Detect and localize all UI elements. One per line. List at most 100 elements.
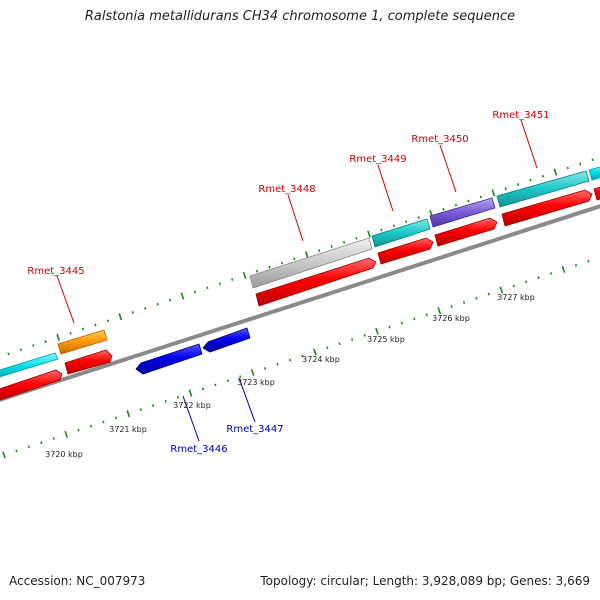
minor-tick [40, 441, 43, 445]
cog-block-cyan-right[interactable] [588, 164, 600, 181]
kbp-label: 3723 kbp [237, 378, 275, 387]
minor-tick [392, 224, 395, 228]
major-tick [118, 313, 123, 321]
minor-tick [280, 261, 284, 265]
minor-tick [255, 269, 259, 273]
leader-line-rmet-3450 [439, 144, 457, 193]
minor-tick [549, 272, 553, 275]
gene-label-rmet-3448[interactable]: Rmet_3448 [258, 184, 315, 195]
cog-block-teal-rmet-3449[interactable] [371, 218, 431, 248]
minor-tick [487, 292, 491, 296]
cds-arrow-rmet-3445[interactable] [64, 349, 113, 375]
cds-arrow-left-edge[interactable] [0, 369, 63, 402]
minor-tick [131, 311, 134, 314]
leader-line-rmet-3447 [238, 377, 256, 423]
major-tick [2, 451, 6, 459]
minor-tick [525, 280, 528, 284]
kbp-label: 3724 kbp [302, 355, 340, 364]
minor-tick [32, 344, 35, 347]
minor-tick [342, 240, 346, 244]
minor-tick [380, 228, 383, 232]
minor-tick [462, 301, 466, 304]
minor-tick [479, 195, 482, 199]
cds-arrow-rmet-3449[interactable] [377, 237, 434, 265]
minor-tick [102, 420, 105, 424]
minor-tick [512, 284, 515, 288]
sequence-backbone [0, 204, 600, 402]
minor-tick [405, 220, 408, 224]
minor-tick [363, 334, 366, 337]
minor-tick [19, 348, 22, 352]
cog-block-gray-rmet-3448[interactable] [249, 237, 373, 289]
leader-line-rmet-3451 [520, 119, 538, 169]
minor-tick [15, 449, 18, 453]
kbp-label: 3720 kbp [45, 450, 83, 459]
minor-tick [156, 302, 159, 306]
cog-block-cyan-left[interactable] [0, 352, 59, 379]
cog-block-teal-rmet-3451[interactable] [496, 170, 590, 208]
minor-tick [106, 319, 110, 323]
accession-text: Accession: NC_007973 [9, 574, 146, 588]
minor-tick [144, 307, 147, 310]
minor-tick [218, 282, 221, 286]
cog-block-orange-rmet-3445[interactable] [57, 329, 108, 355]
reverse-arrow-rmet-3446[interactable] [135, 343, 203, 375]
minor-tick [89, 424, 93, 428]
gene-label-rmet-3449[interactable]: Rmet_3449 [349, 154, 406, 165]
major-tick [64, 430, 69, 438]
gene-label-rmet-3450[interactable]: Rmet_3450 [411, 134, 468, 145]
major-tick [242, 271, 247, 279]
minor-tick [587, 259, 590, 263]
leader-line-rmet-3449 [377, 164, 394, 212]
tick-track-lower [2, 256, 600, 459]
minor-tick [517, 183, 520, 186]
major-tick [491, 189, 496, 197]
minor-tick [413, 317, 416, 321]
minor-tick [226, 379, 229, 383]
minor-tick [193, 290, 197, 294]
major-tick [312, 348, 317, 356]
major-tick [553, 168, 558, 176]
minor-tick [355, 236, 358, 240]
cds-arrow-rmet-3448[interactable] [255, 257, 377, 307]
major-tick [367, 230, 371, 238]
reverse-gene-track [135, 327, 251, 375]
cds-arrow-right-edge[interactable] [593, 184, 600, 201]
minor-tick [566, 166, 569, 170]
major-tick [126, 410, 131, 418]
gene-label-rmet-3447[interactable]: Rmet_3447 [226, 424, 283, 435]
minor-tick [7, 352, 10, 356]
kbp-label-group: 3720 kbp 3721 kbp 3722 kbp 3723 kbp 3724… [45, 293, 535, 459]
major-tick [250, 368, 255, 377]
cds-arrow-rmet-3450[interactable] [434, 217, 498, 247]
minor-tick [591, 158, 594, 162]
minor-tick [417, 216, 420, 219]
minor-tick [276, 362, 279, 366]
reverse-arrow-rmet-3447[interactable] [202, 327, 251, 353]
minor-tick [176, 395, 180, 399]
minor-tick [541, 174, 545, 178]
major-tick [56, 333, 61, 341]
minor-tick [450, 305, 453, 308]
minor-tick [400, 321, 404, 325]
cds-arrow-rmet-3451[interactable] [501, 189, 593, 227]
map-title: Ralstonia metallidurans CH34 chromosome … [84, 9, 516, 24]
cog-block-purple-rmet-3450[interactable] [429, 197, 496, 228]
major-tick [188, 389, 193, 397]
minor-tick [293, 257, 296, 261]
minor-tick [579, 162, 582, 166]
minor-tick [425, 313, 428, 317]
minor-tick [338, 342, 341, 346]
tick-track-upper [7, 158, 594, 356]
gene-label-rmet-3446[interactable]: Rmet_3446 [170, 444, 227, 455]
minor-tick [326, 346, 329, 350]
minor-tick [214, 383, 217, 387]
minor-tick [201, 387, 205, 391]
gene-label-rmet-3451[interactable]: Rmet_3451 [492, 110, 549, 121]
major-tick [499, 286, 504, 294]
minor-tick [263, 367, 267, 370]
gene-label-rmet-3445[interactable]: Rmet_3445 [27, 266, 84, 277]
minor-tick [475, 296, 478, 300]
minor-tick [27, 445, 30, 449]
